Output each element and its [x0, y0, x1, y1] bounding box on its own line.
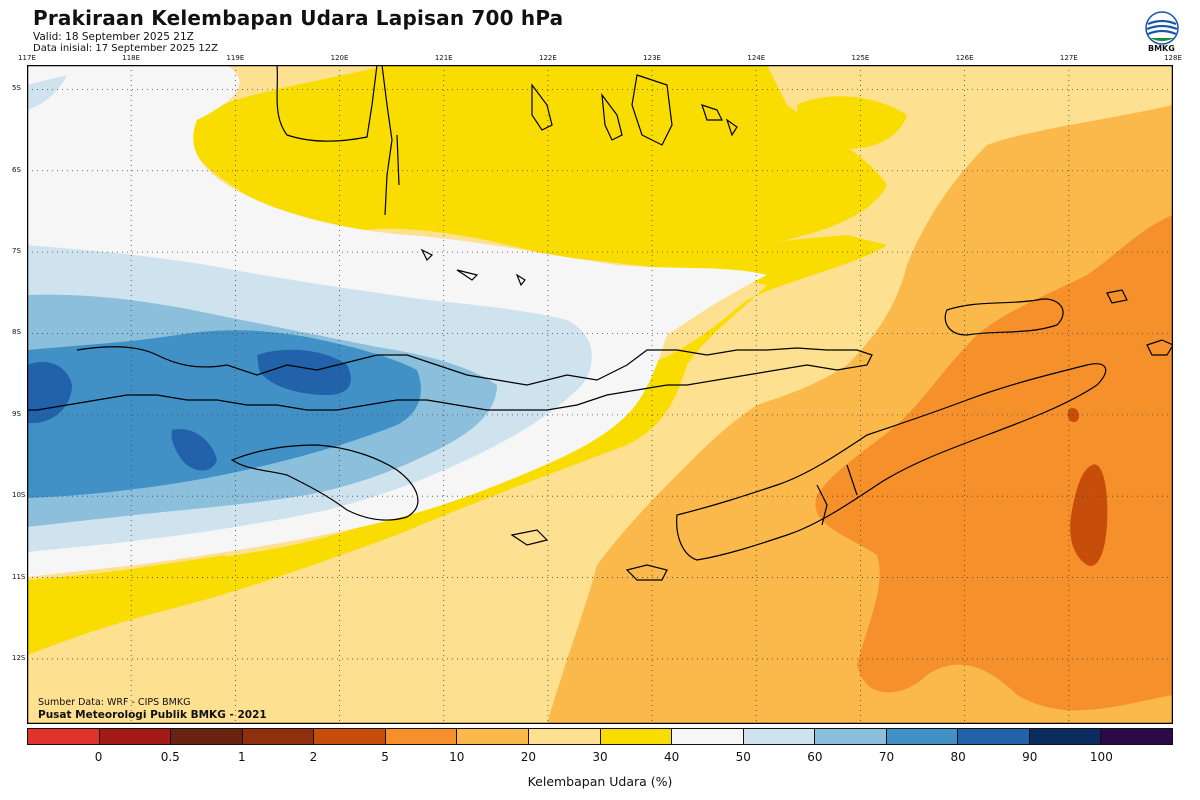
lon-tick-label: 118E [122, 54, 141, 62]
lat-tick-label: 11S [12, 572, 26, 581]
legend-swatch [672, 729, 744, 744]
field-80-90-west [27, 361, 72, 423]
lon-tick-label: 125E [851, 54, 870, 62]
legend-label: 20 [520, 750, 537, 764]
lon-tick-label: 121E [434, 54, 453, 62]
lon-tick-label: 117E [18, 54, 36, 62]
lat-tick-label: 10S [12, 491, 26, 500]
lon-tick-label: 120E [330, 54, 349, 62]
lat-tick-label: 7S [12, 247, 21, 256]
legend-label: 60 [807, 750, 823, 764]
credit-org: Pusat Meteorologi Publik BMKG - 2021 [38, 709, 267, 721]
field-30-40-east-band [27, 235, 887, 655]
legend-swatch [815, 729, 887, 744]
lon-tick-label: 127E [1059, 54, 1078, 62]
logo-text: BMKG [1148, 44, 1175, 53]
lat-tick-label: 12S [12, 653, 26, 662]
legend-label: 30 [592, 750, 608, 764]
legend-swatch [457, 729, 529, 744]
lat-tick-label: 8S [12, 328, 21, 337]
coastlines [27, 65, 1173, 581]
lon-tick-label: 119E [226, 54, 245, 62]
field-2-5-dot [1067, 408, 1080, 423]
legend-label: 100 [1089, 750, 1113, 764]
legend-label: 50 [735, 750, 751, 764]
map-title: Prakiraan Kelembapan Udara Lapisan 700 h… [33, 6, 564, 30]
legend-label: 2 [309, 750, 318, 764]
legend-swatch [1029, 729, 1102, 744]
lon-tick-label: 124E [747, 54, 766, 62]
lon-tick-label: 122E [539, 54, 557, 62]
legend-label: 80 [950, 750, 966, 764]
legend-label: 70 [878, 750, 895, 764]
bmkg-logo-icon [1145, 11, 1179, 45]
field-30-40-north [187, 65, 887, 270]
lat-tick-label: 9S [12, 409, 21, 418]
graticule [27, 65, 1173, 724]
legend-label: 90 [1022, 750, 1038, 764]
legend-label: 0 [94, 750, 103, 764]
legend-label: 1 [238, 750, 246, 764]
legend-swatch [1101, 729, 1172, 744]
legend-swatch [743, 729, 816, 744]
legend-label: 5 [381, 750, 389, 764]
legend-swatch [28, 729, 100, 744]
legend-swatch [528, 729, 601, 744]
credit-source: Sumber Data: WRF - CIPS BMKG [38, 697, 191, 708]
legend-swatch [242, 729, 315, 744]
legend-swatch [886, 729, 959, 744]
lat-tick-label: 5S [12, 84, 21, 93]
lon-tick-label: 123E [643, 54, 661, 62]
field-2-5 [1070, 464, 1108, 566]
legend-unit: Kelembapan Udara (%) [527, 774, 673, 789]
init-time: Data inisial: 17 September 2025 12Z [33, 43, 218, 54]
legend-label: 10 [449, 750, 465, 764]
legend-swatch [958, 729, 1030, 744]
legend-label: 40 [663, 750, 680, 764]
legend-swatch [314, 729, 386, 744]
valid-time: Valid: 18 September 2025 21Z [33, 31, 194, 43]
legend-label: 0.5 [160, 750, 180, 764]
lat-tick-label: 6S [12, 165, 21, 174]
lon-tick-label: 128E [1164, 54, 1182, 62]
field-80-90-south [171, 429, 217, 471]
lon-tick-label: 126E [955, 54, 974, 62]
field-5-10 [815, 215, 1173, 711]
field-80-90-center [257, 349, 351, 395]
field-30-40-ne-blob [797, 96, 907, 149]
legend-colorbar [27, 728, 1173, 745]
legend-swatch [171, 729, 243, 744]
legend-swatch [99, 729, 172, 744]
legend-swatch [385, 729, 458, 744]
legend-swatch [600, 729, 673, 744]
humidity-map [27, 65, 1173, 724]
field-50-60-small [27, 75, 67, 110]
